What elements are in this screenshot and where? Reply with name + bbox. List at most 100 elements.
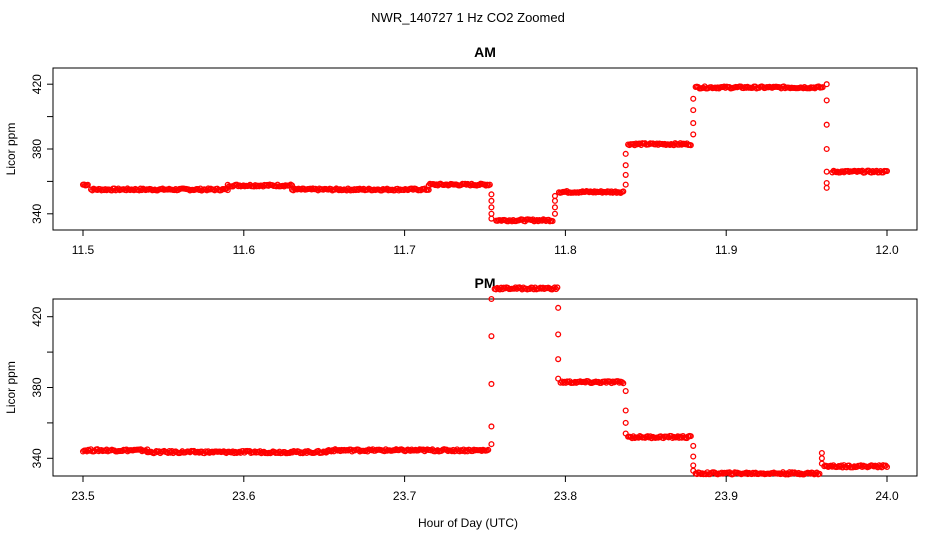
transition-point [690,95,697,102]
transition-point [818,449,825,457]
transition-point [555,375,562,382]
am-y-axis-label: Licor ppm [4,123,18,176]
am-panel-title: AM [474,44,496,60]
data-point [819,84,826,91]
data-point [448,448,455,455]
pm-x-tick-label: 23.8 [554,489,578,503]
data-point [620,380,627,387]
pm-data-points [79,284,891,478]
data-point [231,450,238,457]
figure-title: NWR_140727 1 Hz CO2 Zoomed [371,10,565,25]
x-axis-label: Hour of Day (UTC) [418,516,518,530]
data-point [876,169,883,176]
pm-y-tick-label: 380 [30,377,44,397]
data-point [486,181,493,188]
transition-point [690,131,697,138]
pm-x-tick-label: 23.5 [71,489,95,503]
transition-point [823,145,830,153]
data-point [608,188,615,195]
am-x-tick-label: 11.5 [72,243,95,257]
transition-point [622,387,629,395]
transition-point [488,441,495,448]
pm-x-tick-label: 23.9 [715,489,739,503]
transition-point [488,210,495,217]
data-point [485,446,492,453]
transition-point [690,442,697,449]
am-data-points [79,81,891,225]
data-point [607,189,614,196]
transition-point [690,107,697,114]
transition-point [622,181,629,188]
pm-y-axis-label: Licor ppm [4,361,18,414]
am-x-tick-label: 11.6 [233,243,256,257]
am-panel: AM Licor ppm 11.5 11.6 11.7 11.8 11.9 12.0 340 38… [4,44,918,257]
pm-y-tick-label: 340 [30,448,44,468]
data-point [137,185,144,192]
transition-point [488,423,495,430]
transition-point [622,171,629,178]
data-point [616,379,623,386]
transition-point [622,407,629,414]
pm-x-tick-label: 23.7 [393,489,417,503]
data-point [687,142,694,149]
data-point [809,469,816,477]
transition-point [622,150,629,157]
data-point [882,462,889,469]
pm-panel: PM Licor ppm 23.5 23.6 23.7 23.8 23.9 24.0 340 38… [4,275,918,503]
am-x-tick-label: 11.7 [393,243,416,257]
data-point [612,188,619,195]
data-point [84,181,91,188]
data-point [492,286,500,293]
data-point [687,433,694,440]
am-x-tick-label: 12.0 [875,243,899,257]
transition-point [555,356,562,363]
pm-x-tick-label: 24.0 [875,489,899,503]
transition-point [488,295,495,303]
am-x-tick-label: 11.8 [554,243,577,257]
am-y-tick-label: 420 [30,74,44,94]
data-point [883,463,891,471]
transition-point [823,168,830,175]
transition-point [818,460,825,467]
am-y-tick-label: 340 [30,203,44,223]
transition-point [690,467,697,474]
pm-x-tick-label: 23.6 [232,489,256,503]
pm-panel-title: PM [475,275,496,291]
transition-point [488,333,495,340]
data-point [883,167,891,175]
transition-point [488,215,495,222]
data-point [618,379,626,386]
transition-point [551,210,558,217]
transition-point [551,204,558,211]
data-point [620,188,627,195]
am-x-tick-label: 11.9 [715,243,738,257]
transition-point [551,192,558,200]
transition-point [488,204,495,211]
transition-point [622,162,629,169]
transition-point [818,455,825,462]
transition-point [488,380,495,388]
transition-point [690,120,697,127]
transition-point [551,197,558,204]
data-point [744,470,751,478]
transition-point [823,97,830,104]
transition-point [690,462,697,469]
transition-point [488,191,495,198]
am-y-tick-label: 380 [30,139,44,159]
data-point [816,470,823,477]
data-point [443,446,450,453]
transition-point [823,184,830,191]
data-point [549,218,556,225]
transition-point [823,121,830,128]
transition-point [555,331,562,338]
transition-point [622,430,629,437]
am-plot-frame [52,67,918,231]
transition-point [555,304,562,311]
pm-y-tick-label: 420 [30,306,44,326]
transition-point [823,81,830,88]
transition-point [690,453,697,460]
transition-point [622,419,629,426]
transition-point [488,197,495,204]
transition-point [823,179,830,187]
